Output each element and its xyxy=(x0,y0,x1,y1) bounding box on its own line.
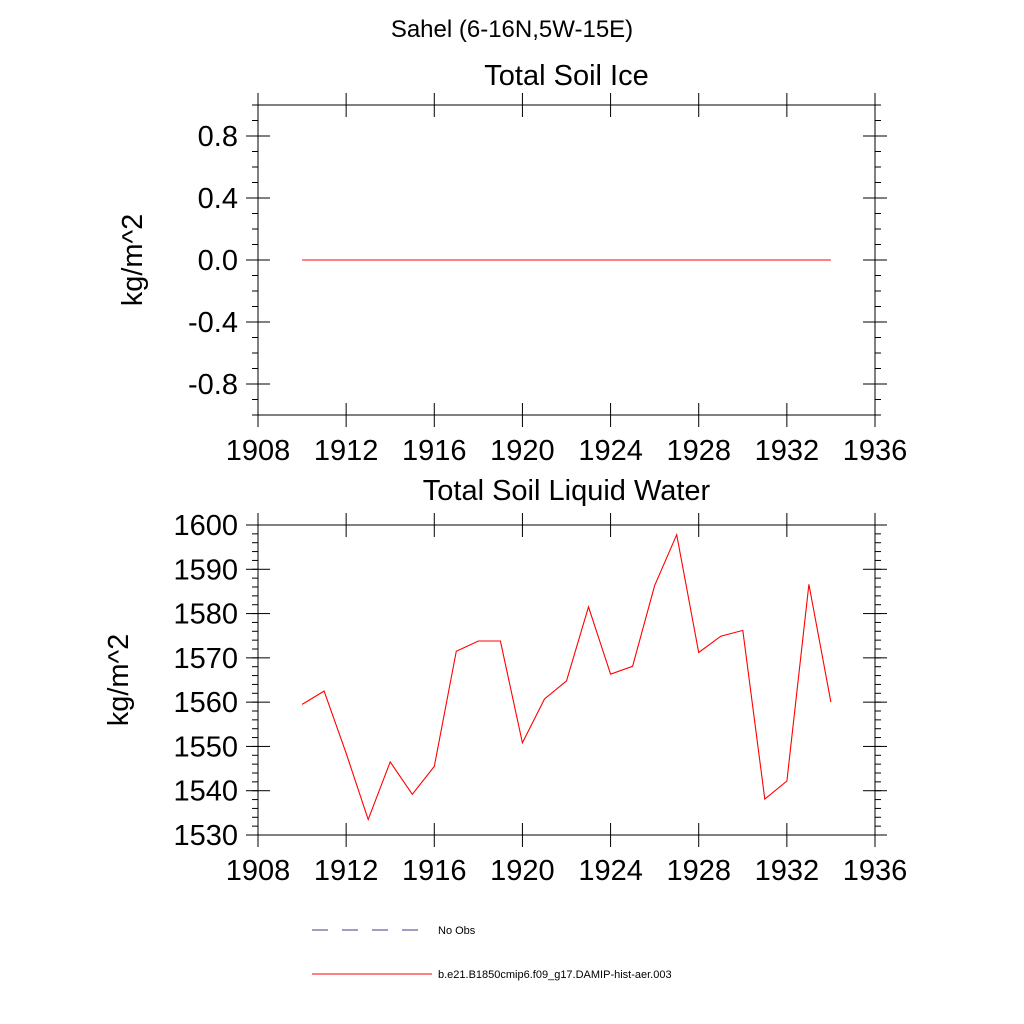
panel-soil-liquid-water: 1908 1912 1916 1920 1924 1928 1932 1936 1530 1540… xyxy=(103,510,907,887)
y-tick-label: 1590 xyxy=(173,554,238,586)
x-tick-label: 1924 xyxy=(578,435,643,467)
panel-soil-ice: 1908 1912 1916 1920 1924 1928 1932 1936 -0.8 -0.4… xyxy=(117,93,907,467)
x-tick-label: 1928 xyxy=(666,855,731,887)
x-tick-label: 1908 xyxy=(226,855,291,887)
x-tick-label: 1932 xyxy=(755,435,820,467)
x-tick-label: 1912 xyxy=(314,435,379,467)
x-tick-label: 1916 xyxy=(402,855,467,887)
x-tick-label: 1920 xyxy=(490,855,555,887)
y-tick-label: 1600 xyxy=(173,510,238,542)
panel-title-soil-liquid-water: Total Soil Liquid Water xyxy=(422,475,711,507)
series-line xyxy=(301,532,832,822)
y-tick-label: -0.8 xyxy=(188,369,238,401)
y-tick-label: 1580 xyxy=(173,599,238,631)
x-tick-label: 1920 xyxy=(490,435,555,467)
x-tick-label: 1924 xyxy=(578,855,643,887)
x-tick-label: 1912 xyxy=(314,855,379,887)
y-tick-label: 1550 xyxy=(173,731,238,763)
y-tick-label: 0.0 xyxy=(198,245,238,277)
legend-label: b.e21.B1850cmip6.f09_g17.DAMIP-hist-aer.… xyxy=(438,969,672,981)
y-axis-label: kg/m^2 xyxy=(117,214,149,307)
legend-label: No Obs xyxy=(438,925,476,937)
y-tick-label: 1530 xyxy=(173,820,238,852)
legend: No Obs b.e21.B1850cmip6.f09_g17.DAMIP-his… xyxy=(312,925,672,981)
x-tick-label: 1936 xyxy=(843,855,908,887)
y-tick-label: 1540 xyxy=(173,776,238,808)
x-tick-label: 1908 xyxy=(226,435,291,467)
x-tick-label: 1916 xyxy=(402,435,467,467)
plot-frame xyxy=(257,524,876,836)
y-tick-label: -0.4 xyxy=(188,307,238,339)
figure-suptitle: Sahel (6-16N,5W-15E) xyxy=(390,16,634,43)
x-tick-label: 1928 xyxy=(666,435,731,467)
y-tick-label: 1570 xyxy=(173,643,238,675)
y-axis-label: kg/m^2 xyxy=(103,634,135,727)
panel-title-soil-ice: Total Soil Ice xyxy=(484,60,649,92)
y-tick-label: 1560 xyxy=(173,687,238,719)
x-tick-label: 1936 xyxy=(843,435,908,467)
x-tick-label: 1932 xyxy=(755,855,820,887)
y-tick-label: 0.4 xyxy=(198,183,238,215)
y-tick-label: 0.8 xyxy=(198,121,238,153)
